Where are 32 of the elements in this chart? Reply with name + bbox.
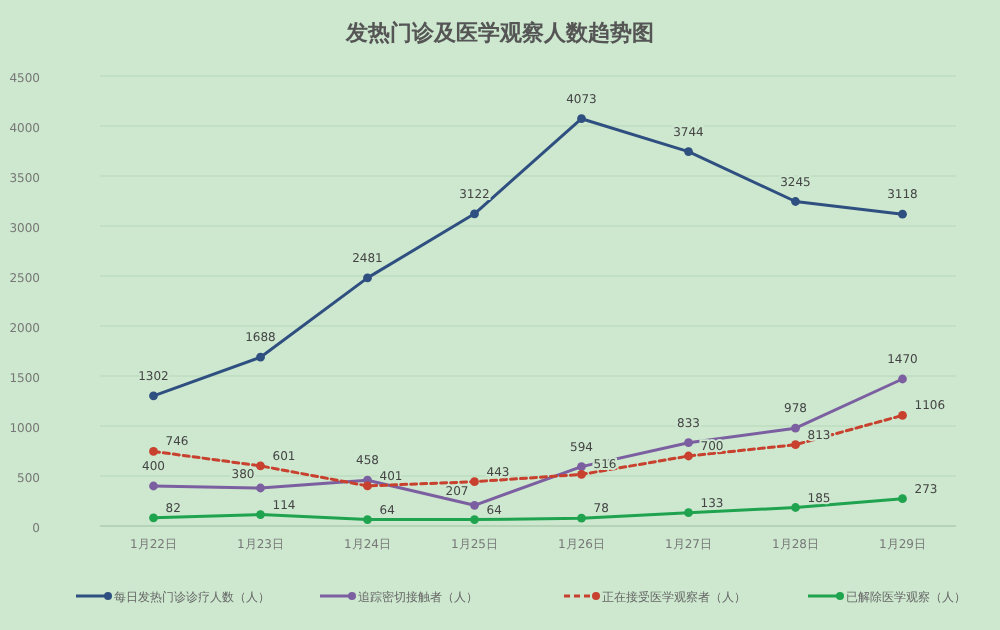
point (363, 481, 372, 491)
point (791, 423, 800, 433)
point (684, 438, 693, 448)
point (470, 500, 479, 510)
point (363, 515, 372, 524)
point (256, 483, 265, 493)
point (149, 513, 158, 523)
point (684, 147, 693, 156)
point (898, 494, 907, 504)
point (898, 209, 907, 219)
point (470, 515, 479, 524)
point (684, 451, 693, 461)
point (256, 510, 265, 519)
point (791, 503, 800, 512)
point (149, 447, 158, 456)
point (256, 461, 265, 471)
point (577, 470, 586, 479)
point (898, 374, 907, 384)
point (149, 391, 158, 401)
point (577, 462, 586, 471)
point (898, 411, 907, 420)
point (256, 352, 265, 362)
point (577, 114, 586, 124)
point (577, 513, 586, 523)
point (149, 481, 158, 491)
point (791, 440, 800, 450)
point (470, 477, 479, 487)
point (791, 197, 800, 206)
point (363, 273, 372, 283)
point (470, 209, 479, 219)
point (684, 508, 693, 518)
chart-title: 发热门诊及医学观察人数趋势图 (344, 20, 654, 46)
